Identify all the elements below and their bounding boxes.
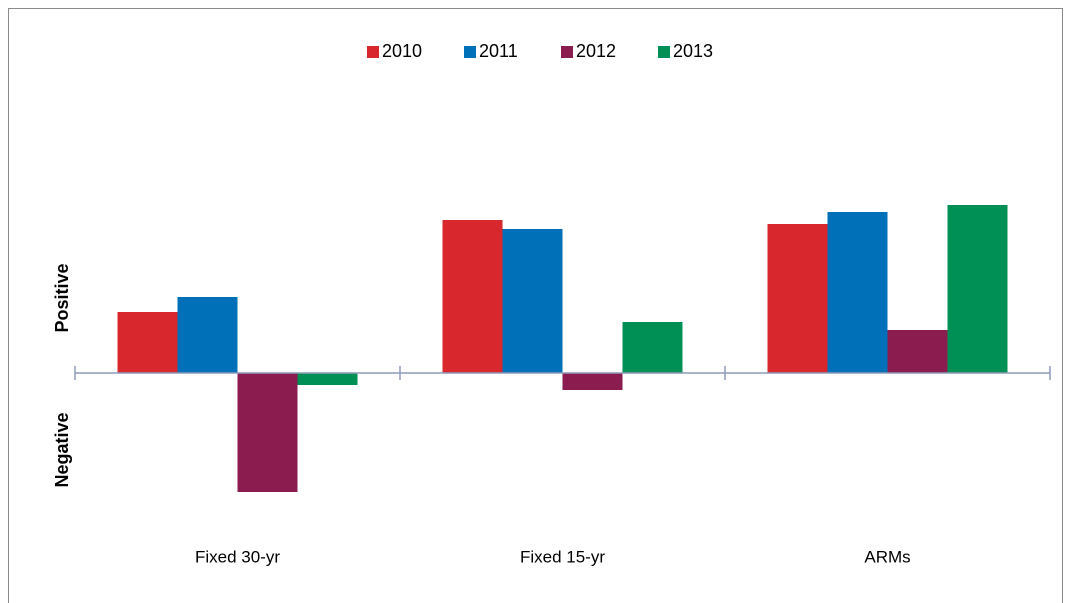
x-tick-label: Fixed 30-yr <box>195 547 280 566</box>
legend-label: 2010 <box>382 41 422 61</box>
bar <box>117 312 178 373</box>
positive-label: Positive <box>52 263 72 332</box>
bar <box>442 220 503 373</box>
bar <box>562 373 623 390</box>
bar <box>767 224 828 373</box>
bar <box>297 373 358 385</box>
bar <box>622 322 683 373</box>
legend-swatch <box>464 46 476 58</box>
x-tick-label: Fixed 15-yr <box>520 547 605 566</box>
legend-swatch <box>561 46 573 58</box>
legend-swatch <box>658 46 670 58</box>
bar <box>237 373 298 492</box>
bar <box>827 212 888 373</box>
chart-border <box>8 8 1063 603</box>
legend-label: 2011 <box>479 41 518 61</box>
negative-label: Negative <box>52 412 72 487</box>
bar <box>177 297 238 373</box>
bar <box>502 229 563 373</box>
x-tick-label: ARMs <box>864 547 910 566</box>
bar <box>947 205 1008 373</box>
legend-label: 2013 <box>673 41 713 61</box>
bar <box>887 330 948 373</box>
legend-swatch <box>367 46 379 58</box>
legend-label: 2012 <box>576 41 616 61</box>
